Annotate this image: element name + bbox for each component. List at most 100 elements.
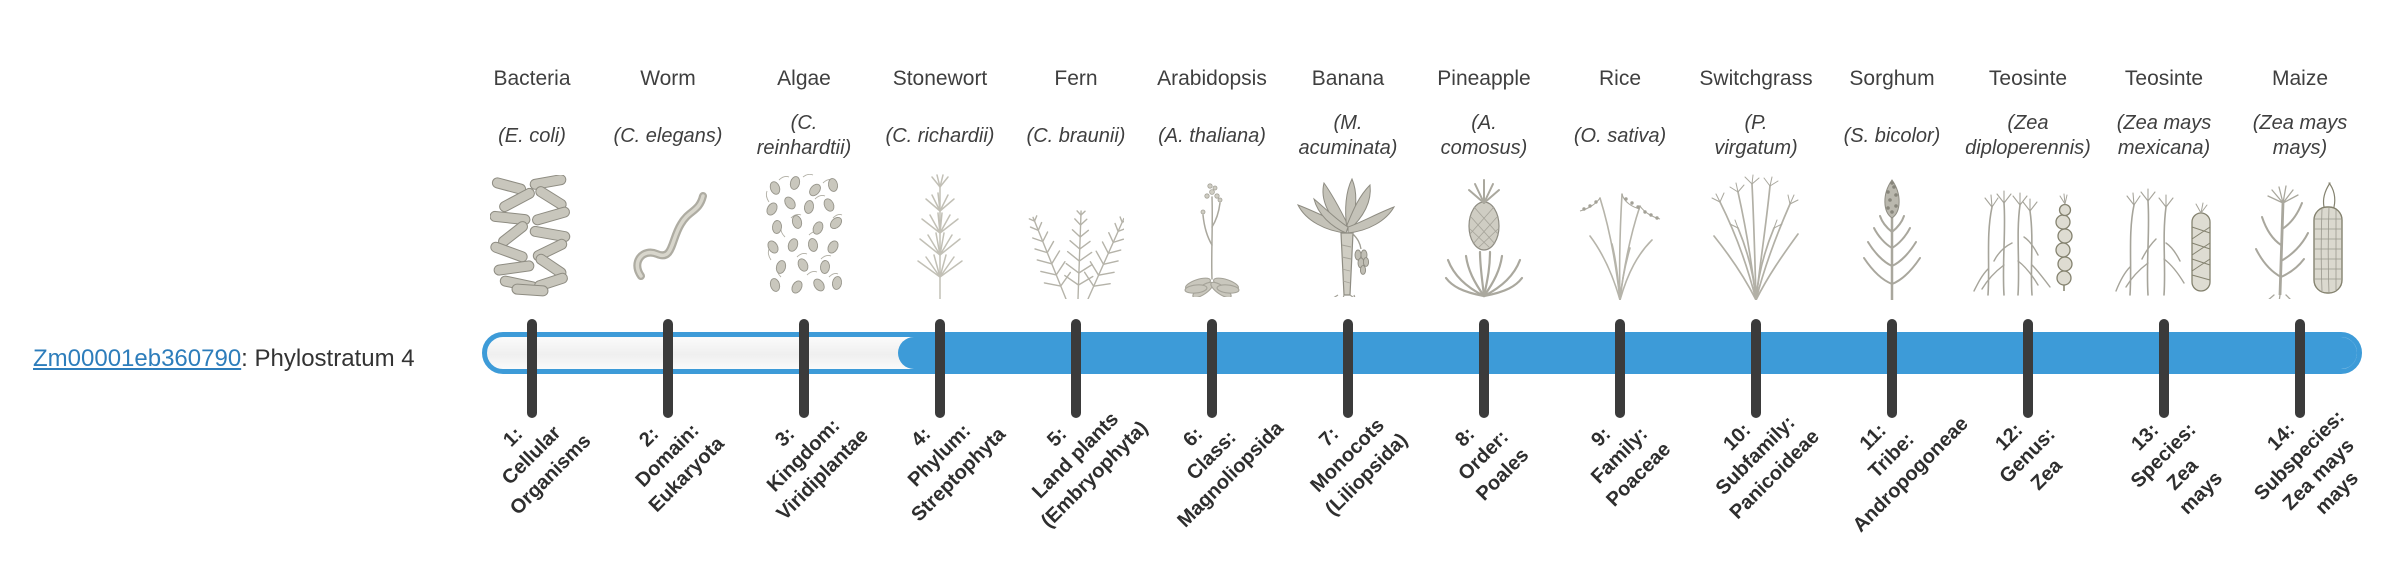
phylostratum-column: Sorghum (S. bicolor) 11: bbox=[1824, 0, 1973, 580]
phylostratum-tick bbox=[1615, 319, 1625, 418]
stratum-label: 12: Genus: Zea bbox=[1991, 419, 2067, 495]
phylostratum-tick bbox=[1479, 319, 1489, 418]
organism-species: (A. comosus) bbox=[1440, 112, 1528, 159]
algae-icon bbox=[765, 174, 843, 294]
phylostratum-column: Arabidopsis (A. thaliana) bbox=[1144, 0, 1288, 580]
phylostratum-tick bbox=[1343, 319, 1353, 418]
banana-tree-icon bbox=[1296, 177, 1396, 297]
teosinte-mexicana-icon bbox=[2115, 188, 2211, 296]
phylostratum-tick bbox=[1887, 319, 1897, 418]
phylostratum-tick bbox=[799, 319, 809, 418]
phylostratum-tick bbox=[663, 319, 673, 418]
stratum-label: 14: Subspecies: Zea mays mays bbox=[2250, 406, 2364, 520]
phylostratum-column: Teosinte (Zea mays mexicana) bbox=[2096, 0, 2232, 580]
bacteria-icon bbox=[490, 175, 571, 297]
organism-name: Bacteria bbox=[493, 67, 571, 90]
phylostratum-column: Rice (O. sativa) bbox=[1552, 0, 1688, 580]
stratum-label: 2: Domain: Eukaryota bbox=[631, 419, 729, 517]
phylostratum-tick bbox=[1207, 319, 1217, 418]
phylostratum-column: Pineapple (A. comosus) bbox=[1416, 0, 1552, 580]
phylostratum-column: Algae (C. reinhardtii) bbox=[736, 0, 873, 580]
organism-name: Maize bbox=[2271, 67, 2329, 90]
organism-name: Sorghum bbox=[1849, 67, 1935, 90]
phylostratum-bar bbox=[482, 332, 2362, 374]
phylostratum-column: Teosinte (Zea diploperennis) bbox=[1960, 0, 2096, 580]
sorghum-icon bbox=[1863, 179, 1921, 300]
organism-name: Worm bbox=[640, 67, 696, 90]
phylostratum-tick bbox=[2295, 319, 2305, 418]
arabidopsis-icon bbox=[1184, 183, 1240, 297]
organism-species: (P. virgatum) bbox=[1714, 112, 1798, 159]
stratum-label: 7: Monocots (Liliopsida) bbox=[1306, 414, 1413, 521]
organism-species: (M. acuminata) bbox=[1298, 112, 1398, 159]
pineapple-icon bbox=[1444, 179, 1524, 298]
stratum-label: 9: Family: Poaceae bbox=[1587, 423, 1675, 511]
organism-name: Switchgrass bbox=[1699, 67, 1813, 90]
organism-name: Arabidopsis bbox=[1157, 67, 1267, 90]
gene-label: Zm00001eb360790: Phylostratum 4 bbox=[33, 344, 415, 374]
organism-icon-box bbox=[1824, 170, 1960, 302]
phylostratum-tick bbox=[2023, 319, 2033, 418]
organism-icon-box bbox=[1688, 170, 1824, 302]
organism-icon-box bbox=[2096, 170, 2232, 302]
organism-icon-box bbox=[1008, 170, 1144, 302]
organism-species: (O. sativa) bbox=[1573, 124, 1667, 147]
stonewort-icon bbox=[917, 174, 963, 299]
organism-species: (A. thaliana) bbox=[1158, 124, 1266, 147]
phylostratum-column: Switchgrass (P. virgatum) bbox=[1688, 0, 1824, 580]
stratum-label: 11: Tribe: Andropogoneae bbox=[1848, 412, 1973, 537]
phylostratum-tick bbox=[1071, 319, 1081, 418]
gene-label-suffix: : Phylostratum 4 bbox=[241, 345, 415, 372]
organism-species: (C. richardii) bbox=[885, 124, 995, 147]
stratum-label: 13: Species: Zea mays bbox=[2126, 418, 2228, 520]
organism-species: (C. braunii) bbox=[1026, 124, 1126, 147]
organism-icon-box bbox=[1416, 170, 1552, 302]
stratum-label: 4: Phylum: Streptophyta bbox=[904, 420, 1010, 526]
organism-species: (Zea diploperennis) bbox=[1965, 112, 2091, 159]
organism-icon-box bbox=[1552, 170, 1688, 302]
stratum-label: 1: Cellular Organisms bbox=[498, 422, 596, 520]
maize-icon bbox=[2255, 182, 2343, 299]
teosinte-diploperennis-icon bbox=[1973, 190, 2073, 296]
organism-name: Fern bbox=[1054, 67, 1098, 90]
organism-name: Banana bbox=[1311, 67, 1385, 90]
organism-icon-box bbox=[1280, 170, 1416, 302]
stratum-label: 8: Order: Poales bbox=[1451, 423, 1534, 506]
organism-icon-box bbox=[736, 170, 872, 302]
stratum-label: 5: Land plants (Embryophyta) bbox=[1028, 408, 1153, 533]
gene-link[interactable]: Zm00001eb360790 bbox=[33, 345, 242, 372]
phylostratum-tick bbox=[1751, 319, 1761, 418]
organism-species: (C. elegans) bbox=[613, 124, 723, 147]
phylostratum-tick bbox=[2159, 319, 2169, 418]
phylostratum-column: Fern (C. braunii) bbox=[1008, 0, 1153, 580]
stratum-label: 3: Kingdom: Viridiplantae bbox=[763, 415, 873, 525]
phylostratum-column: Stonewort (C. richardii) 4: Phylum: Stre… bbox=[872, 0, 1010, 580]
stratum-label: 10: Subfamily: Panicoideae bbox=[1711, 411, 1824, 524]
organism-species: (S. bicolor) bbox=[1843, 124, 1941, 147]
stratum-label: 6: Class: Magnoliopsida bbox=[1173, 417, 1288, 532]
organism-species: (Zea mays mexicana) bbox=[2116, 112, 2212, 159]
phylostratum-column: Worm (C. elegans) 2: Domain: Eukaryota bbox=[600, 0, 736, 580]
organism-species: (E. coli) bbox=[498, 124, 566, 147]
organism-name: Teosinte bbox=[1988, 67, 2068, 90]
switchgrass-icon bbox=[1711, 174, 1799, 300]
rice-plant-icon bbox=[1579, 193, 1661, 300]
organism-icon-box bbox=[1144, 170, 1280, 302]
organism-name: Stonewort bbox=[892, 67, 988, 90]
organism-species: (C. reinhardtii) bbox=[756, 112, 852, 159]
phylostratum-tick bbox=[527, 319, 537, 418]
organism-species: (Zea mays mays) bbox=[2252, 112, 2348, 159]
organism-icon-box bbox=[464, 170, 600, 302]
fern-icon bbox=[1028, 209, 1124, 299]
phylostratum-column: Banana (M. acuminata) bbox=[1280, 0, 1416, 580]
organism-icon-box bbox=[872, 170, 1008, 302]
organism-name: Teosinte bbox=[2124, 67, 2204, 90]
worm-icon bbox=[633, 192, 707, 280]
bar-filled-segment bbox=[898, 337, 2357, 369]
phylostratum-column: Maize (Zea mays mays) bbox=[2232, 0, 2368, 580]
organism-name: Pineapple bbox=[1437, 67, 1531, 90]
phylostratum-column: Bacteria (E. coli) bbox=[464, 0, 600, 580]
organism-name: Algae bbox=[777, 67, 831, 90]
organism-icon-box bbox=[2232, 170, 2368, 302]
